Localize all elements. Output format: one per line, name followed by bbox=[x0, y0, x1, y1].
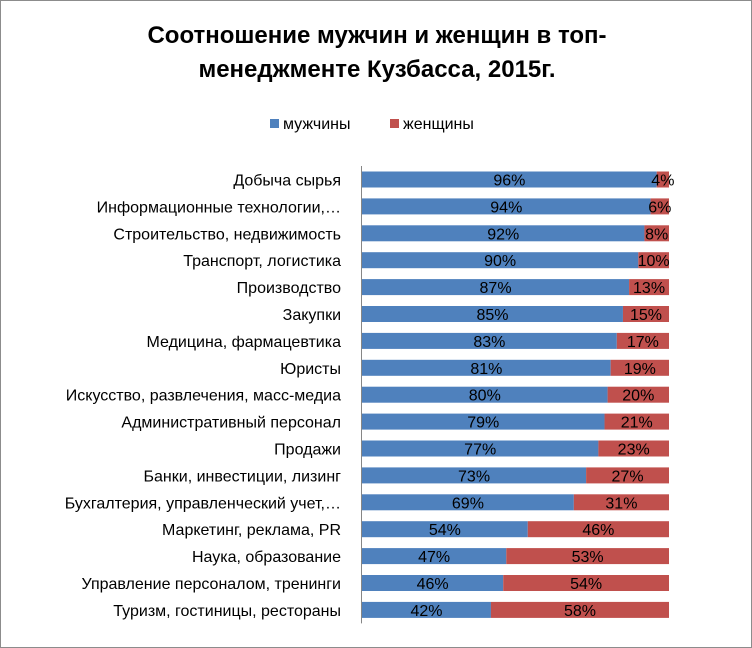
data-label: 54% bbox=[429, 522, 461, 539]
bar-segment-women bbox=[490, 601, 669, 618]
bar-segment-men bbox=[362, 252, 639, 269]
bar-segment-men bbox=[362, 521, 528, 538]
legend-label-men: мужчины bbox=[283, 116, 351, 133]
data-label: 77% bbox=[464, 442, 496, 459]
category-label: Закупки bbox=[283, 307, 341, 324]
data-label: 23% bbox=[618, 442, 650, 459]
data-label: 8% bbox=[645, 226, 668, 243]
data-label: 46% bbox=[582, 522, 614, 539]
bar-segment-men bbox=[362, 386, 608, 403]
data-label: 81% bbox=[470, 361, 502, 378]
data-label: 80% bbox=[469, 388, 501, 405]
data-label: 85% bbox=[476, 307, 508, 324]
data-label: 27% bbox=[612, 468, 644, 485]
bar-segment-women bbox=[656, 171, 669, 188]
category-label: Продажи bbox=[274, 442, 341, 459]
data-label: 20% bbox=[622, 388, 654, 405]
data-label: 83% bbox=[473, 334, 505, 351]
bar-segment-women bbox=[586, 467, 669, 484]
category-label: Строительство, недвижимость bbox=[113, 226, 341, 243]
bar-segment-women bbox=[607, 386, 669, 403]
bar-segment-women bbox=[644, 225, 669, 242]
data-label: 19% bbox=[624, 361, 656, 378]
data-label: 58% bbox=[564, 603, 596, 620]
legend-swatch-men bbox=[270, 119, 279, 128]
data-label: 53% bbox=[572, 549, 604, 566]
data-label: 73% bbox=[458, 468, 490, 485]
category-label: Маркетинг, реклама, PR bbox=[162, 522, 341, 539]
bar-segment-men bbox=[362, 171, 657, 188]
legend-swatch-women bbox=[390, 119, 399, 128]
bar-segment-men bbox=[362, 306, 623, 322]
data-label: 46% bbox=[417, 576, 449, 593]
category-label: Информационные технологии,… bbox=[97, 199, 341, 216]
bar-segment-men bbox=[362, 548, 507, 565]
bar-segment-women bbox=[638, 252, 669, 269]
chart-title-line-2: менеджменте Кузбасса, 2015г. bbox=[198, 56, 556, 83]
bar-segment-women bbox=[629, 279, 669, 296]
data-label: 54% bbox=[570, 576, 602, 593]
data-label: 15% bbox=[630, 307, 662, 324]
category-label: Юристы bbox=[280, 361, 341, 378]
bar-segment-men bbox=[362, 359, 611, 376]
data-label: 79% bbox=[467, 415, 499, 432]
data-label: 90% bbox=[484, 253, 516, 270]
bar-segment-women bbox=[616, 332, 669, 349]
bar-segment-men bbox=[362, 225, 645, 242]
bar-segment-men bbox=[362, 467, 587, 484]
category-label: Медицина, фармацевтика bbox=[147, 334, 342, 351]
category-label: Искусство, развлечения, масс-медиа bbox=[66, 388, 341, 405]
data-label: 42% bbox=[410, 603, 442, 620]
data-label: 69% bbox=[452, 495, 484, 512]
data-label: 21% bbox=[621, 415, 653, 432]
bar-segment-women bbox=[506, 548, 669, 565]
category-label: Транспорт, логистика bbox=[183, 253, 341, 270]
chart-title: Соотношение мужчин и женщин в топ- менед… bbox=[1, 19, 752, 87]
bar-segment-men bbox=[362, 198, 651, 215]
data-label: 87% bbox=[480, 280, 512, 297]
bar-segment-women bbox=[527, 521, 669, 538]
data-label: 17% bbox=[627, 334, 659, 351]
data-label: 13% bbox=[633, 280, 665, 297]
data-label: 6% bbox=[648, 199, 671, 216]
bar-segment-women bbox=[650, 198, 669, 215]
bar-segment-women bbox=[503, 575, 669, 591]
legend-label-women: женщины bbox=[403, 116, 474, 133]
data-label: 4% bbox=[651, 173, 674, 190]
category-label: Управление персоналом, тренинги bbox=[82, 576, 341, 593]
category-label: Банки, инвестиции, лизинг bbox=[144, 468, 342, 485]
category-label: Бухгалтерия, управленческий учет,… bbox=[65, 495, 341, 512]
data-label: 31% bbox=[605, 495, 637, 512]
bar-segment-men bbox=[362, 494, 574, 511]
category-label: Административный персонал bbox=[121, 415, 341, 432]
chart-title-line-1: Соотношение мужчин и женщин в топ- bbox=[147, 22, 607, 49]
bar-segment-women bbox=[610, 359, 669, 376]
bar-segment-men bbox=[362, 601, 491, 618]
data-label: 92% bbox=[487, 226, 519, 243]
bar-segment-women bbox=[604, 413, 669, 430]
data-label: 10% bbox=[638, 253, 670, 270]
category-label: Туризм, гостиницы, рестораны bbox=[113, 603, 341, 620]
bar-segment-men bbox=[362, 575, 504, 591]
bar-segment-men bbox=[362, 279, 630, 296]
category-label: Добыча сырья bbox=[233, 173, 341, 190]
bar-segment-women bbox=[598, 440, 669, 457]
category-label: Наука, образование bbox=[192, 549, 341, 566]
data-label: 94% bbox=[490, 199, 522, 216]
category-label: Производство bbox=[237, 280, 341, 297]
bar-segment-women bbox=[622, 306, 669, 322]
data-label: 96% bbox=[493, 173, 525, 190]
bar-segment-men bbox=[362, 440, 599, 457]
data-label: 47% bbox=[418, 549, 450, 566]
bar-segment-men bbox=[362, 413, 605, 430]
bar-segment-men bbox=[362, 332, 617, 349]
bar-segment-women bbox=[573, 494, 669, 511]
